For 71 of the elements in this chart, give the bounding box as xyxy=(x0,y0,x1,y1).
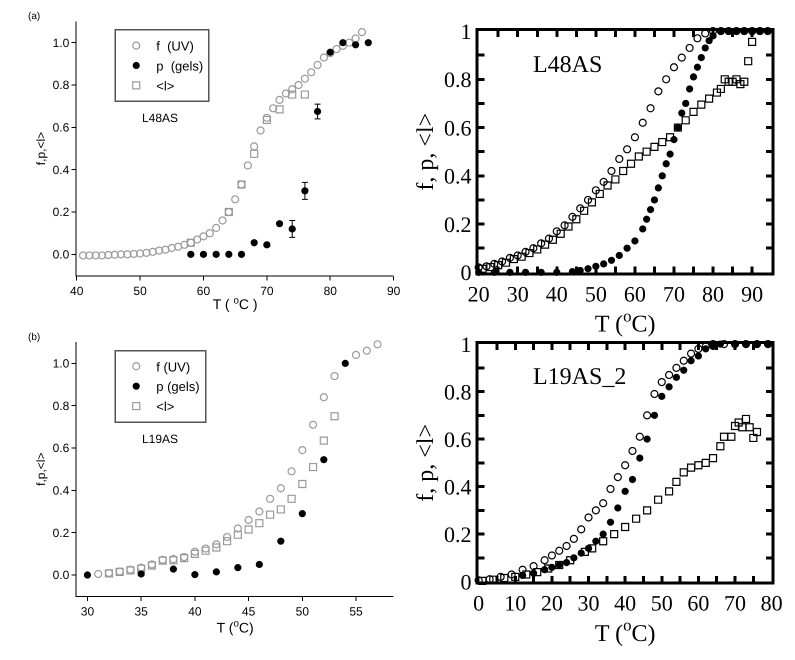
x-tick-label: 50 xyxy=(650,590,673,616)
y-axis-title: f,p,<l> xyxy=(34,132,48,166)
y-tick-label: 1 xyxy=(460,18,472,44)
y-tick-label: 0.2 xyxy=(52,205,70,220)
y-tick-label: 1.0 xyxy=(52,36,70,50)
y-axis-title: f, p, <l> xyxy=(413,424,440,502)
legend-label: f (UV) xyxy=(156,38,194,54)
x-axis-title: T ($^{o}$C) xyxy=(216,618,254,636)
y-tick-label: 0.2 xyxy=(444,522,472,547)
x-tick-label: 70 xyxy=(260,284,274,298)
y-tick-label: 0.2 xyxy=(52,526,70,540)
legend-label: <l> xyxy=(156,399,174,414)
annotation: L48AS xyxy=(533,52,602,78)
y-tick-label: 1.0 xyxy=(52,356,70,371)
x-tick-label: 40 xyxy=(614,590,636,616)
y-tick-label: 0.8 xyxy=(444,379,472,404)
annotation: L48AS xyxy=(142,111,178,125)
x-tick-label: 45 xyxy=(242,604,256,619)
x-tick-label: 50 xyxy=(584,282,607,306)
y-tick-label: 0.2 xyxy=(444,212,472,237)
x-tick-label: 40 xyxy=(188,604,202,619)
y-tick-label: 0.8 xyxy=(52,398,70,413)
text: (a) xyxy=(28,11,40,22)
y-tick-label: 0.4 xyxy=(52,162,70,177)
y-tick-label: 0.6 xyxy=(52,441,70,456)
y-tick-label: 0.8 xyxy=(52,78,70,92)
legend-label: <l> xyxy=(156,78,174,94)
x-axis-title: T ( $^{o}$C ) xyxy=(212,295,258,312)
y-tick-label: 0 xyxy=(460,569,472,594)
y-tick-label: 0.8 xyxy=(444,67,472,92)
y-tick-label: 0.4 xyxy=(444,474,472,500)
x-tick-label: 60 xyxy=(687,590,710,616)
annotation: L19AS_2 xyxy=(533,364,626,390)
y-tick-label: 0.0 xyxy=(52,568,70,582)
x-tick-label: 70 xyxy=(724,590,746,616)
x-tick-label: 40 xyxy=(70,284,84,298)
x-tick-label: 90 xyxy=(386,284,401,298)
x-tick-label: 50 xyxy=(296,604,310,619)
y-tick-label: 0.6 xyxy=(444,115,472,140)
x-tick-label: 70 xyxy=(662,282,685,306)
x-tick-label: 80 xyxy=(324,284,338,298)
x-tick-label: 60 xyxy=(196,284,210,298)
x-tick-label: 80 xyxy=(702,282,724,306)
y-tick-label: 0.6 xyxy=(444,426,472,452)
x-tick-label: 90 xyxy=(741,282,764,306)
legend-label: p (gels) xyxy=(156,58,204,74)
x-tick-label: 30 xyxy=(506,282,529,306)
y-tick-label: 0.0 xyxy=(52,248,70,262)
x-tick-label: 50 xyxy=(133,284,148,298)
x-tick-label: 55 xyxy=(349,604,364,619)
x-axis-title: T ($^{o}$C) xyxy=(594,306,656,338)
x-tick-label: 40 xyxy=(546,282,568,306)
x-tick-label: 60 xyxy=(624,282,646,306)
y-tick-label: 0.4 xyxy=(444,164,472,189)
x-tick-label: 80 xyxy=(760,590,783,616)
x-tick-label: 10 xyxy=(504,590,526,616)
annotation: L19AS xyxy=(142,432,178,446)
legend-label: p (gels) xyxy=(156,379,200,394)
legend-label: f (UV) xyxy=(156,359,190,374)
y-axis-title: f, p, <l> xyxy=(413,112,440,191)
text: (b) xyxy=(28,332,40,343)
x-tick-label: 20 xyxy=(468,282,490,306)
x-tick-label: 30 xyxy=(578,590,600,616)
y-tick-label: 0.4 xyxy=(52,484,70,498)
x-tick-label: 35 xyxy=(134,604,148,619)
x-tick-label: 20 xyxy=(540,590,563,616)
x-tick-label: 30 xyxy=(80,604,94,619)
x-axis-title: T ($^{o}$C) xyxy=(594,616,656,647)
y-axis-title: f,p,<l> xyxy=(34,452,48,486)
y-tick-label: 1 xyxy=(460,332,472,357)
y-tick-label: 0.6 xyxy=(52,120,70,135)
